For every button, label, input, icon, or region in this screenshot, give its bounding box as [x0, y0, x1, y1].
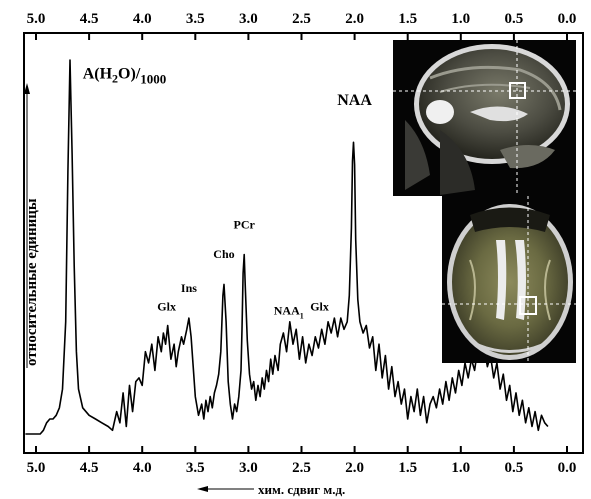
- bottom-tick-label: 3.5: [186, 460, 205, 476]
- top-tick-label: 0.0: [558, 11, 577, 27]
- peak-label: PCr: [233, 217, 255, 231]
- peak-label: NAA: [337, 92, 372, 109]
- bottom-tick-label: 2.0: [345, 460, 364, 476]
- peak-label: Glx: [310, 300, 329, 314]
- x-axis-arrow-icon: [197, 486, 208, 492]
- bottom-tick-label: 4.5: [80, 460, 99, 476]
- top-tick-label: 1.5: [398, 11, 417, 27]
- top-tick-label: 5.0: [27, 11, 46, 27]
- bottom-tick-label: 0.5: [505, 460, 524, 476]
- y-axis-label: относительные единицы: [24, 83, 40, 368]
- bottom-tick-label: 0.0: [558, 460, 577, 476]
- bottom-tick-label: 1.0: [451, 460, 470, 476]
- bottom-tick-label: 3.0: [239, 460, 258, 476]
- bottom-tick-label: 2.5: [292, 460, 311, 476]
- bottom-tick-label: 1.5: [398, 460, 417, 476]
- top-tick-label: 4.0: [133, 11, 152, 27]
- spectrum-line: [25, 59, 549, 435]
- x-axis-label: хим. сдвиг м.д.: [197, 482, 345, 497]
- top-tick-label: 3.0: [239, 11, 258, 27]
- y-axis-arrow-icon: [24, 83, 30, 94]
- top-tick-label: 2.0: [345, 11, 364, 27]
- peak-label: NAA1: [274, 303, 304, 320]
- top-tick-label: 1.0: [451, 11, 470, 27]
- top-tick-label: 0.5: [505, 11, 524, 27]
- mri-sagittal-image: [393, 40, 576, 196]
- plot-frame: [23, 32, 584, 454]
- top-tick-label: 2.5: [292, 11, 311, 27]
- top-tick-label: 3.5: [186, 11, 205, 27]
- peak-label: A(H2O)/1000: [83, 66, 167, 87]
- x-axis-label-text: хим. сдвиг м.д.: [258, 482, 345, 497]
- mri-axial-image: [442, 196, 576, 363]
- peak-label: Ins: [181, 281, 197, 295]
- peak-label: Glx: [157, 300, 176, 314]
- bottom-tick-label: 5.0: [27, 460, 46, 476]
- y-axis-label-text: относительные единицы: [24, 198, 40, 366]
- top-tick-label: 4.5: [80, 11, 99, 27]
- peak-label: Cho: [213, 247, 234, 261]
- bottom-tick-label: 4.0: [133, 460, 152, 476]
